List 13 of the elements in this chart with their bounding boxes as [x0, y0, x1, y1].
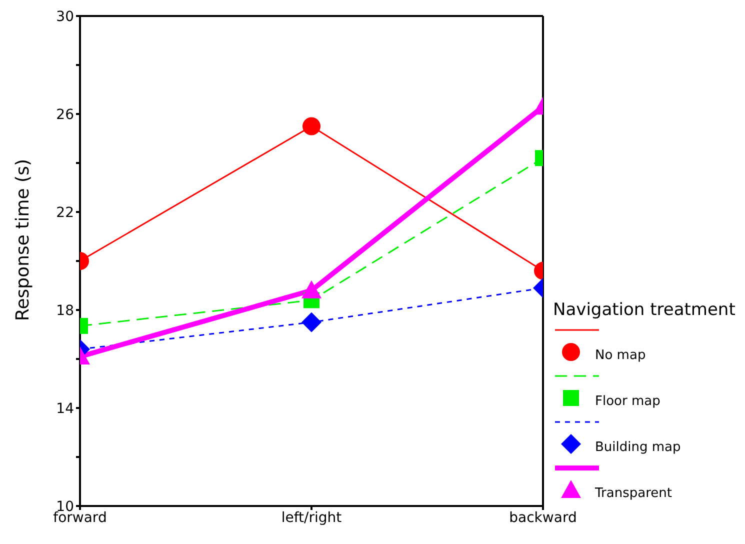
- legend-label: Floor map: [595, 394, 660, 409]
- y-axis-title: Response time (s): [12, 159, 34, 321]
- x-tick-label: left/right: [281, 510, 342, 526]
- legend-label: Transparent: [595, 486, 672, 501]
- legend-label: No map: [595, 348, 646, 363]
- x-tick-label: backward: [509, 510, 577, 526]
- y-tick-label: 14: [56, 400, 74, 417]
- y-tick-label: 22: [56, 204, 74, 221]
- legend-title: Navigation treatment: [553, 300, 736, 320]
- y-tick-label: 26: [56, 106, 74, 123]
- y-tick-label: 18: [56, 302, 74, 319]
- y-tick-label: 30: [56, 8, 74, 25]
- legend-label: Building map: [595, 440, 681, 455]
